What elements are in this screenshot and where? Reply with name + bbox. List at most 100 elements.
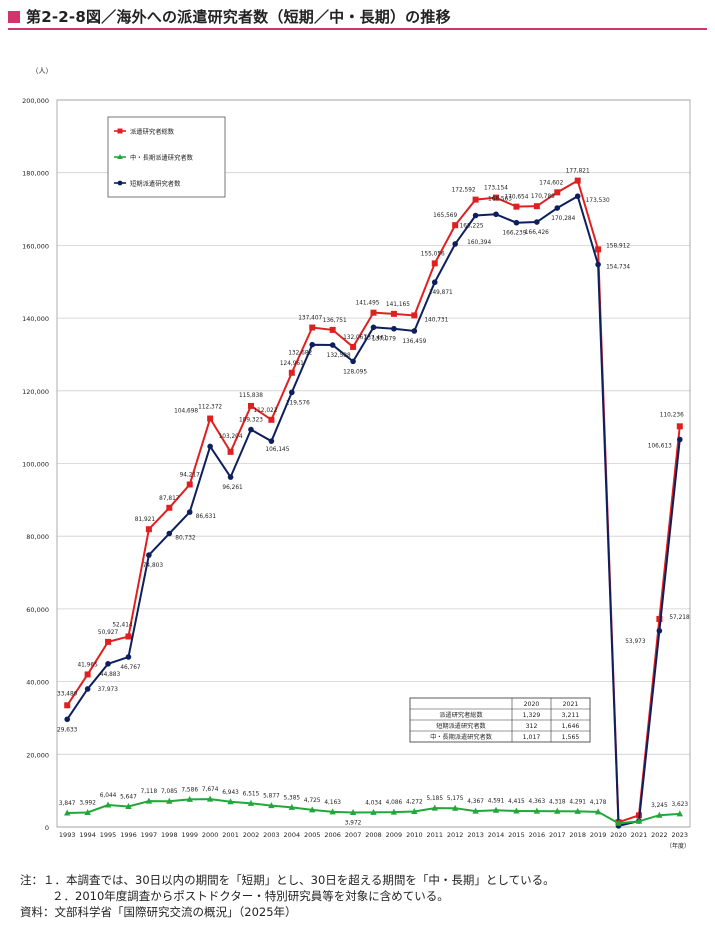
- chart-area: 0 20,000 40,000 60,000 80,000 100,000 120,000 1…: [22, 67, 691, 850]
- data-point: [247, 799, 255, 806]
- data-point: [166, 797, 173, 804]
- data-label: 33,480: [57, 691, 78, 697]
- data-label: 112,022: [253, 408, 277, 414]
- data-point: [166, 530, 173, 537]
- table-cell: 3,211: [562, 712, 580, 719]
- data-point: [227, 474, 234, 480]
- data-label: 37,973: [98, 687, 119, 693]
- data-label: 5,385: [284, 795, 301, 801]
- y-tick-label: 120,000: [22, 388, 49, 396]
- data-label: 4,725: [304, 798, 321, 804]
- x-tick-label: 2009: [386, 831, 403, 839]
- note-line-2: ２．2010年度調査からポストドクター・特別研究員等を対象に含めている。: [52, 889, 449, 903]
- data-point: [451, 804, 459, 811]
- title-underline: [8, 28, 707, 30]
- data-point: [309, 806, 316, 813]
- y-tick-label: 140,000: [22, 315, 49, 323]
- data-label: 112,372: [198, 405, 222, 411]
- data-point: [554, 205, 561, 211]
- data-point: [105, 638, 112, 645]
- data-point: [186, 795, 193, 802]
- legend-label: 短期派遣研究者数: [130, 179, 181, 188]
- data-point: [370, 309, 377, 316]
- data-point: [554, 189, 561, 196]
- data-point: [227, 448, 234, 455]
- data-label: 80,732: [175, 536, 196, 542]
- data-point: [390, 808, 398, 815]
- y-tick-label: 80,000: [26, 533, 49, 541]
- data-label: 5,175: [447, 796, 464, 802]
- data-point: [125, 633, 132, 640]
- x-tick-label: 2021: [631, 831, 648, 839]
- data-label: 177,821: [566, 169, 590, 175]
- data-label: 44,883: [100, 672, 121, 678]
- table-cell: 派遣研究者総数: [439, 711, 483, 719]
- data-point: [206, 795, 214, 802]
- data-label: 3,992: [79, 800, 96, 806]
- data-point: [492, 806, 500, 813]
- x-tick-label: 2011: [426, 831, 443, 839]
- legend-box: [107, 116, 226, 198]
- data-point: [656, 628, 663, 634]
- data-label: 86,631: [196, 514, 217, 520]
- x-tick-label: 2006: [324, 831, 341, 839]
- data-point: [207, 415, 214, 422]
- data-point: [84, 686, 91, 692]
- data-label: 115,838: [239, 393, 263, 399]
- title-square-icon: [8, 10, 20, 23]
- data-label: 4,363: [529, 799, 546, 805]
- data-point: [64, 809, 71, 816]
- data-point: [289, 389, 295, 396]
- data-label: 5,185: [426, 796, 443, 802]
- data-label: 160,394: [467, 240, 491, 246]
- data-label: 4,272: [406, 799, 423, 805]
- data-point: [248, 426, 254, 433]
- x-tick-label: 2015: [508, 831, 525, 839]
- data-label: 173,530: [586, 198, 610, 204]
- data-label: 7,674: [202, 787, 219, 793]
- data-point: [676, 436, 683, 443]
- data-label: 94,217: [180, 473, 201, 479]
- data-point: [411, 328, 418, 334]
- note-line-1: 注：１．本調査では、30日以内の期間を「短期」とし、30日を超える期間を「中・長…: [20, 873, 555, 887]
- data-point: [370, 324, 377, 331]
- data-label: 109,323: [239, 418, 263, 424]
- data-point: [411, 807, 418, 814]
- data-label: 3,972: [345, 821, 362, 827]
- x-tick-label: 2012: [447, 831, 464, 839]
- data-point: [247, 402, 254, 409]
- data-label: 106,613: [648, 443, 672, 449]
- data-label: 4,034: [365, 800, 382, 806]
- legend-marker: [117, 154, 123, 159]
- data-point: [452, 241, 458, 247]
- data-point: [166, 504, 173, 511]
- table-cell: 1,646: [562, 723, 580, 730]
- data-point: [676, 423, 683, 430]
- x-tick-label: 1994: [79, 831, 96, 839]
- x-tick-label: 2019: [590, 831, 607, 839]
- data-point: [574, 177, 581, 184]
- x-tick-label: 1995: [100, 831, 117, 839]
- x-tick-label: 2002: [243, 831, 260, 839]
- data-point: [594, 808, 602, 815]
- data-point: [288, 803, 296, 810]
- data-label: 141,495: [356, 301, 380, 307]
- x-tick-label: 2020: [610, 831, 627, 839]
- data-point: [534, 219, 540, 225]
- data-label: 4,291: [569, 799, 586, 805]
- data-point: [595, 261, 601, 268]
- data-point: [145, 797, 153, 804]
- data-point: [635, 817, 643, 824]
- data-label: 3,623: [671, 802, 688, 808]
- data-label: 96,261: [222, 485, 243, 491]
- data-point: [349, 809, 357, 816]
- x-tick-label: 2004: [284, 831, 301, 839]
- data-label: 119,576: [286, 400, 310, 406]
- y-tick-label: 180,000: [22, 170, 49, 178]
- data-label: 57,218: [669, 615, 690, 621]
- plot-border: [56, 99, 691, 828]
- data-point: [104, 801, 112, 808]
- data-point: [309, 324, 316, 331]
- data-label: 173,154: [484, 186, 508, 192]
- data-label: 5,877: [263, 794, 280, 800]
